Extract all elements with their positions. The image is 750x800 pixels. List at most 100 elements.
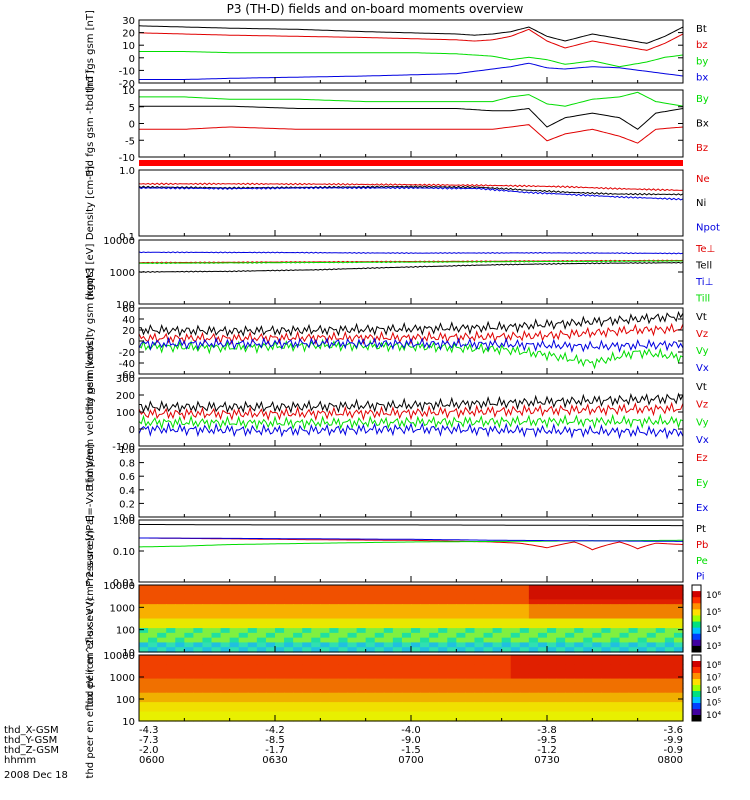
heatmap-cell (356, 711, 367, 717)
heatmap-cell (211, 647, 222, 653)
heatmap-cell (456, 608, 466, 615)
heatmap-cell (547, 673, 557, 680)
heatmap-cell (420, 604, 430, 610)
heatmap-cell (302, 599, 312, 605)
heatmap-cell (447, 688, 457, 694)
heatmap-cell (528, 618, 539, 624)
y-tick-label: 0 (129, 337, 135, 348)
heatmap-cell (420, 659, 430, 666)
heatmap-cell (447, 659, 457, 666)
heatmap-cell (574, 706, 584, 713)
heatmap-cell (329, 664, 340, 670)
heatmap-cell (220, 608, 231, 615)
heatmap-cell (338, 692, 349, 699)
heatmap-cell (184, 647, 194, 653)
heatmap-cell (202, 618, 213, 624)
heatmap-cell (510, 669, 521, 675)
heatmap-cell (574, 702, 584, 708)
heatmap-cell (338, 613, 349, 620)
heatmap-cell (519, 706, 530, 713)
heatmap-cell (329, 706, 340, 713)
heatmap-cell (420, 608, 430, 615)
heatmap-cell (320, 702, 330, 708)
heatmap-cell (284, 589, 294, 596)
heatmap-cell (519, 608, 530, 615)
heatmap-cell (447, 632, 457, 639)
heatmap-cell (592, 604, 602, 610)
heatmap-cell (275, 637, 285, 644)
y-axis-label: thd peim velocity gsm [km/s] (85, 268, 96, 415)
series-line-Vz (138, 322, 684, 345)
heatmap-cell (247, 669, 258, 675)
heatmap-cell (519, 599, 530, 605)
heatmap-cell (329, 711, 340, 717)
heatmap-cell (383, 623, 394, 629)
heatmap-cell (401, 613, 412, 620)
heatmap-cell (646, 664, 657, 670)
heatmap-cell (166, 664, 176, 670)
y-tick-label: 10 (122, 717, 135, 728)
heatmap-cell (664, 647, 675, 653)
heatmap-cell (456, 697, 466, 703)
heatmap-cell (664, 637, 675, 644)
heatmap-cell (565, 632, 575, 639)
heatmap-cell (673, 683, 684, 689)
heatmap-cell (646, 632, 657, 639)
heatmap-cell (166, 599, 176, 605)
heatmap-cell (256, 706, 267, 713)
heatmap-cell (501, 706, 512, 713)
xaxis-row-label: hhmm (4, 755, 36, 766)
heatmap-cell (592, 702, 602, 708)
heatmap-cell (320, 711, 330, 717)
heatmap-cell (637, 589, 648, 596)
heatmap-cell (374, 637, 385, 644)
heatmap-cell (148, 618, 158, 624)
heatmap-cell (202, 692, 213, 699)
heatmap-cell (619, 585, 630, 591)
heatmap-cell (401, 608, 412, 615)
heatmap-cell (601, 702, 612, 708)
heatmap-cell (565, 683, 575, 689)
heatmap-cell (184, 594, 194, 600)
heatmap-cell (148, 669, 158, 675)
heatmap-cell (483, 585, 494, 591)
heatmap-cell (193, 706, 204, 713)
heatmap-cell (474, 688, 485, 694)
heatmap-cell (365, 664, 376, 670)
heatmap-cell (583, 618, 593, 624)
heatmap-cell (139, 669, 149, 675)
panel-frame (138, 448, 684, 518)
heatmap-cell (565, 613, 575, 620)
heatmap-cell (537, 585, 548, 591)
heatmap-cell (293, 655, 303, 661)
heatmap-cell (329, 604, 340, 610)
heatmap-cell (148, 608, 158, 615)
heatmap-cell (628, 637, 639, 644)
heatmap-cell (329, 669, 340, 675)
heatmap-cell (311, 716, 321, 722)
heatmap-cell (383, 655, 394, 661)
series-line-Bt (138, 25, 684, 44)
heatmap-cell (537, 711, 548, 717)
heatmap-cell (139, 659, 149, 666)
heatmap-cell (302, 688, 312, 694)
heatmap-cell (247, 637, 258, 644)
heatmap-cell (619, 604, 630, 610)
heatmap-cell (519, 702, 530, 708)
heatmap-cell (374, 659, 385, 666)
heatmap-cell (139, 618, 149, 624)
heatmap-cell (411, 655, 421, 661)
heatmap-cell (565, 706, 575, 713)
heatmap-cell (392, 669, 403, 675)
heatmap-cell (356, 697, 367, 703)
heatmap-cell (401, 642, 412, 648)
heatmap-cell (347, 697, 358, 703)
heatmap-cell (229, 647, 240, 653)
heatmap-cell (592, 697, 602, 703)
heatmap-cell (556, 692, 566, 699)
heatmap-cell (619, 594, 630, 600)
heatmap-cell (420, 655, 430, 661)
heatmap-cell (229, 664, 240, 670)
heatmap-cell (320, 585, 330, 591)
